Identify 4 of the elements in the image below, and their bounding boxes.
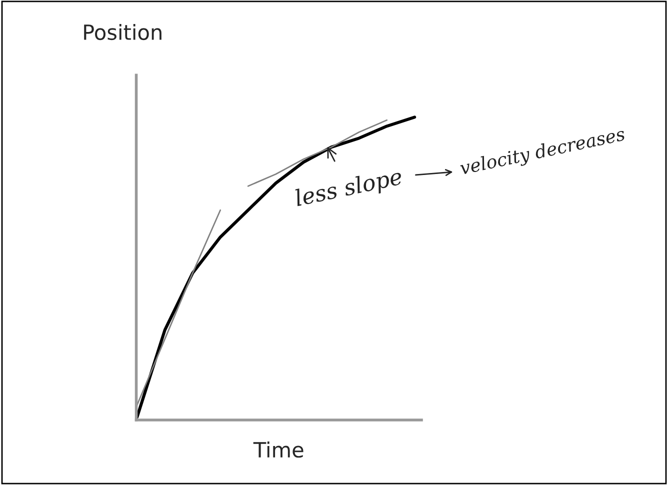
text: velocity decreases	[459, 126, 626, 178]
y-axis-title: Position	[84, 24, 162, 40]
x-axis-title: Time	[253, 442, 304, 458]
annotation: less slope	[294, 167, 404, 211]
